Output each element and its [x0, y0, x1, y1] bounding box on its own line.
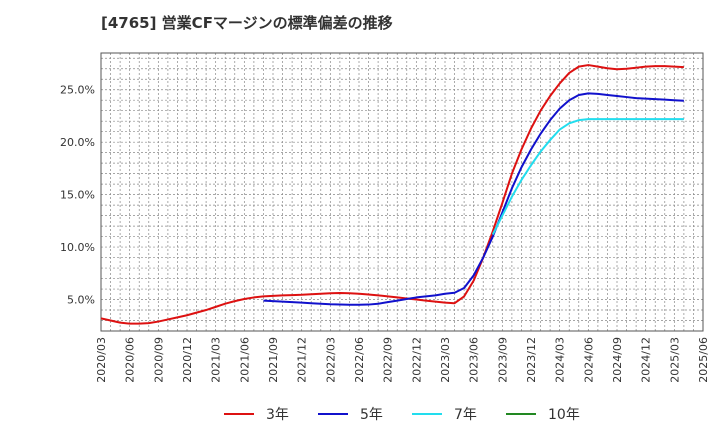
x-tick-label: 2020/12: [181, 337, 194, 383]
x-tick-label: 2025/03: [668, 337, 681, 383]
x-tick-label: 2020/06: [124, 337, 137, 383]
y-tick-label: 25.0%: [60, 84, 95, 97]
series-line-3: [491, 118, 684, 235]
x-tick-label: 2024/03: [554, 337, 567, 383]
plot-frame: [100, 52, 704, 332]
chart-title: [4765] 営業CFマージンの標準偏差の推移: [101, 14, 393, 32]
legend-label: 5年: [360, 407, 383, 423]
x-tick-label: 2020/03: [95, 337, 108, 383]
x-tick-label: 2024/09: [611, 337, 624, 383]
y-tick-label: 15.0%: [60, 189, 95, 202]
x-tick-label: 2022/06: [353, 337, 366, 383]
x-tick-label: 2021/12: [296, 337, 309, 383]
x-tick-label: 2022/03: [324, 337, 337, 383]
legend-label: 10年: [548, 407, 580, 423]
x-tick-label: 2024/12: [640, 337, 653, 383]
x-tick-label: 2020/09: [152, 337, 165, 383]
x-tick-label: 2025/06: [697, 337, 710, 383]
x-tick-label: 2021/09: [267, 337, 280, 383]
y-tick-label: 5.0%: [67, 294, 95, 307]
x-tick-label: 2021/03: [210, 337, 223, 383]
y-tick-label: 10.0%: [60, 241, 95, 254]
x-tick-label: 2023/03: [439, 337, 452, 383]
x-tick-label: 2024/06: [582, 337, 595, 383]
legend-label: 3年: [266, 407, 289, 423]
x-tick-label: 2021/06: [238, 337, 251, 383]
x-tick-label: 2022/09: [382, 337, 395, 383]
plot-area: [101, 53, 703, 331]
y-tick-label: 20.0%: [60, 136, 95, 149]
x-tick-label: 2022/12: [410, 337, 423, 383]
legend-label: 7年: [454, 407, 477, 423]
series-line-2: [263, 92, 684, 306]
x-tick-label: 2023/06: [468, 337, 481, 383]
x-tick-label: 2023/09: [496, 337, 509, 383]
series-line-1: [100, 64, 684, 325]
x-tick-label: 2023/12: [525, 337, 538, 383]
